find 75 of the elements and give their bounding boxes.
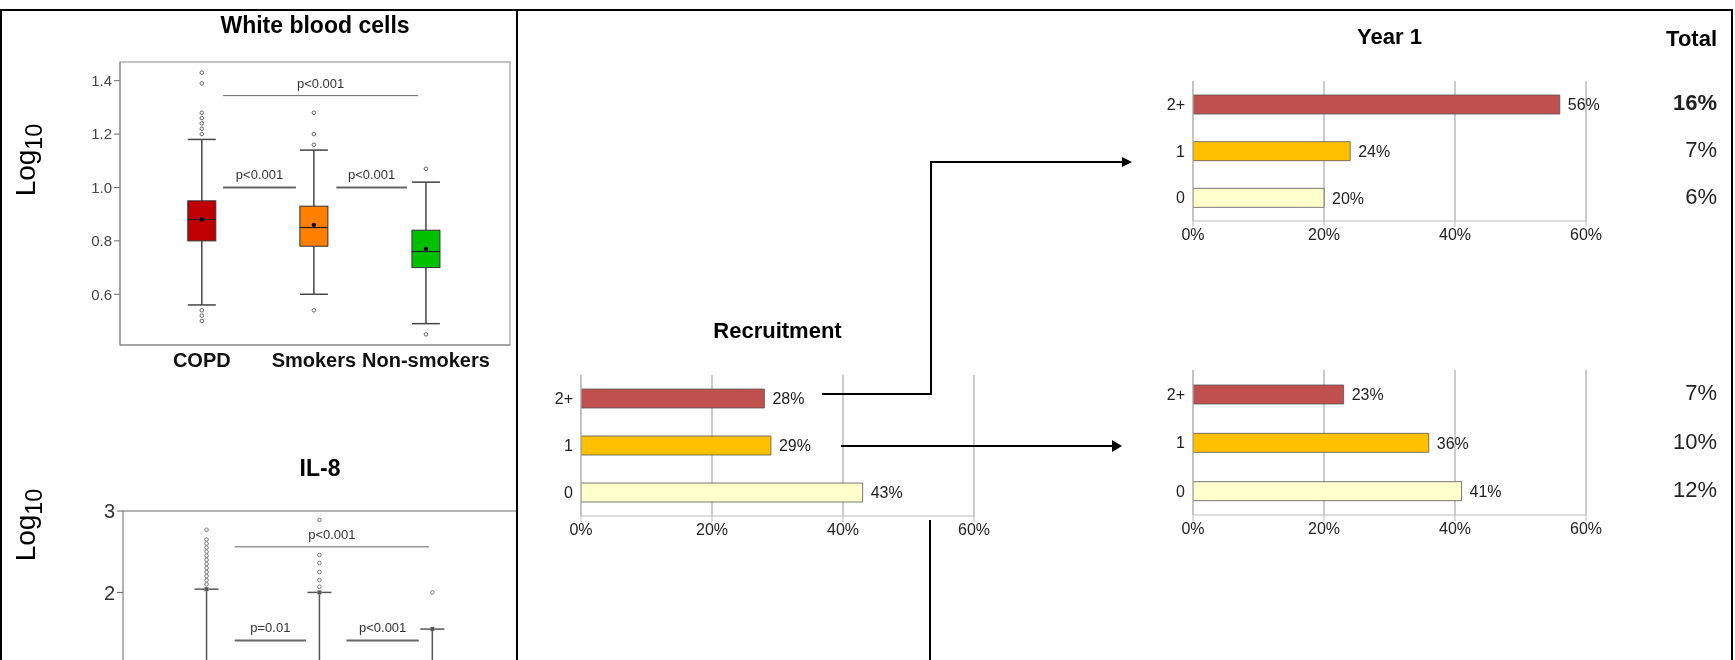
annotation: p<0.001 (308, 526, 356, 542)
data-label: 23% (1351, 386, 1384, 404)
significance-bracket: p<0.001 (222, 167, 297, 189)
y-tick-label: 0 (564, 484, 574, 502)
data-label: 36% (1436, 434, 1469, 452)
significance-bracket: p<0.001 (345, 620, 420, 642)
y-tick-label: 1.0 (91, 178, 112, 196)
bar (581, 482, 864, 503)
bar (581, 388, 765, 409)
y-tick-label: 1.4 (91, 72, 112, 90)
text: Total (1666, 26, 1717, 52)
bar (1193, 481, 1462, 502)
x-tick-label: 60% (1569, 226, 1603, 244)
y-tick-label: 1 (564, 437, 574, 455)
x-tick-label: 0% (569, 521, 593, 539)
significance-bracket: p<0.001 (222, 75, 419, 97)
significance-bracket: p=0.01 (233, 620, 307, 642)
data-label: 43% (870, 484, 903, 502)
text: 10% (1672, 428, 1717, 455)
x-tick-label: 20% (1307, 226, 1341, 244)
data-label: 24% (1358, 142, 1391, 160)
point (430, 627, 435, 632)
data-label: 20% (1332, 189, 1365, 207)
bar (1193, 432, 1430, 453)
annotation: p<0.001 (347, 167, 396, 183)
significance-bracket: p<0.001 (335, 167, 408, 189)
y-tick-label: 1 (1176, 434, 1186, 452)
bar (1193, 187, 1325, 208)
y-tick-label: 3 (103, 500, 115, 523)
x-tick-label: 60% (957, 521, 991, 539)
data-label: 29% (778, 437, 811, 455)
y-tick-label: 2+ (1166, 96, 1185, 114)
y-tick-label: 2 (103, 581, 115, 604)
annotation: p=0.01 (250, 620, 291, 636)
bar (1193, 94, 1561, 115)
y-tick-label: 1 (1176, 142, 1186, 160)
chart-title: White blood cells (219, 12, 411, 39)
significance-bracket: p<0.001 (234, 526, 430, 548)
text: 16% (1672, 90, 1717, 117)
annotation: p<0.001 (296, 75, 345, 91)
bar (1193, 384, 1345, 405)
chart-title: IL-8 (298, 455, 342, 482)
bar (1193, 141, 1351, 162)
chart-title: Recruitment (712, 318, 843, 344)
y-tick-label: 2+ (554, 390, 573, 408)
annotation: p<0.001 (358, 620, 407, 636)
x-tick-label: Smokers (271, 349, 357, 372)
x-tick-label: 0% (1181, 226, 1205, 244)
y-tick-label: 0.6 (91, 285, 112, 303)
y-tick-label: 0.8 (91, 232, 112, 250)
x-tick-label: 40% (1438, 520, 1472, 538)
x-tick-label: 40% (826, 521, 860, 539)
y-tick-label: 1.2 (91, 125, 112, 143)
bar (581, 435, 772, 456)
data-label: 28% (772, 390, 805, 408)
annotation: p<0.001 (235, 167, 284, 183)
y-tick-label: 2+ (1166, 385, 1185, 403)
chart-title: Year 1 (1356, 24, 1423, 50)
x-tick-label: 40% (1438, 226, 1472, 244)
data-label: 56% (1567, 96, 1600, 114)
y-tick-label: 0 (1176, 482, 1186, 500)
text: 7% (1685, 137, 1717, 163)
x-tick-label: COPD (172, 349, 231, 372)
y-tick-label: 0 (1176, 189, 1186, 207)
x-tick-label: 20% (1307, 520, 1341, 538)
x-tick-label: 60% (1569, 520, 1603, 538)
data-label: 41% (1469, 482, 1502, 500)
x-tick-label: Non-smokers (362, 349, 490, 372)
point (204, 587, 209, 592)
text: 12% (1672, 476, 1717, 503)
x-tick-label: 0% (1181, 520, 1205, 538)
text: 7% (1685, 380, 1717, 407)
x-tick-label: 20% (695, 521, 729, 539)
text: 6% (1685, 183, 1717, 210)
point (317, 590, 322, 595)
